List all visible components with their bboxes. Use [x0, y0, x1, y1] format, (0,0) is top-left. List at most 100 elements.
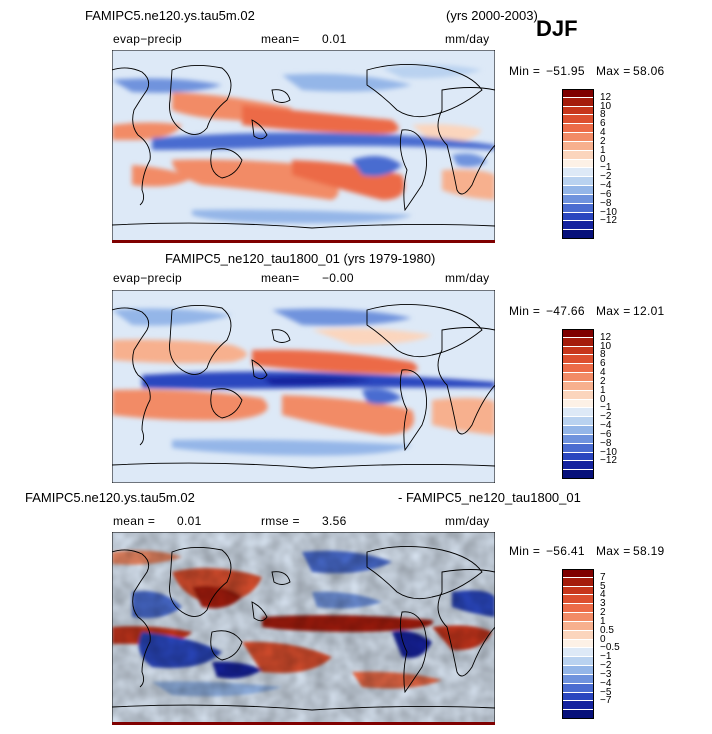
bottom-panel-title-right: - FAMIPC5_ne120_tau1800_01: [398, 490, 581, 505]
colorbar-swatch: [562, 212, 594, 222]
colorbar-label: 8: [600, 109, 606, 121]
top-map: [112, 50, 495, 243]
colorbar-label: −2: [600, 171, 612, 183]
top-min-value: −51.95: [546, 64, 585, 78]
colorbar-frame: [562, 89, 594, 239]
top-panel-title: FAMIPC5.ne120.ys.tau5m.02: [85, 8, 255, 23]
colorbar-label: 2: [600, 607, 606, 619]
middle-min-label: Min =: [509, 304, 541, 318]
colorbar-label: 1: [600, 384, 606, 396]
colorbar-label: −8: [600, 437, 612, 449]
colorbar-label: −4: [600, 677, 612, 689]
top-panel-years: (yrs 2000-2003): [446, 8, 538, 23]
colorbar-label: 3: [600, 598, 606, 610]
top-variable-label: evap−precip: [113, 32, 183, 46]
colorbar-swatch: [562, 381, 594, 391]
colorbar-label: −6: [600, 188, 612, 200]
colorbar-swatch: [562, 683, 594, 693]
colorbar-swatch: [562, 355, 594, 365]
top-colorbar: 12 10 8 6 4 2 1 0 −1 −2 −4 −6 −8 −10 −12: [562, 89, 622, 239]
colorbar-swatch: [562, 426, 594, 435]
colorbar-swatch: [562, 595, 594, 605]
colorbar-label: 10: [600, 100, 612, 112]
colorbar-label: −1: [600, 651, 612, 663]
colorbar-swatch: [562, 666, 594, 675]
colorbar-label: −12: [600, 215, 617, 227]
colorbar-label: 4: [600, 367, 606, 379]
colorbar-label: −3: [600, 668, 612, 680]
colorbar-label: −4: [600, 420, 612, 432]
bottom-rmse-label: rmse =: [261, 514, 300, 528]
colorbar-swatch: [562, 674, 594, 684]
colorbar-label: −6: [600, 428, 612, 440]
colorbar-swatch: [562, 586, 594, 596]
colorbar-swatch: [562, 604, 594, 614]
colorbar-label: 5: [600, 580, 606, 592]
middle-colorbar: 12 10 8 6 4 2 1 0 −1 −2 −4 −6 −8 −10 −12: [562, 329, 622, 479]
colorbar-swatch: [562, 141, 594, 151]
colorbar-swatch: [562, 177, 594, 187]
colorbar-label: 6: [600, 118, 606, 130]
colorbar-swatch: [562, 159, 594, 169]
middle-units: mm/day: [445, 271, 490, 285]
top-min-label: Min =: [509, 64, 541, 78]
colorbar-swatch: [562, 701, 594, 711]
colorbar-swatch: [562, 657, 594, 667]
colorbar-swatch: [562, 390, 594, 400]
colorbar-label: 1: [600, 615, 606, 627]
bottom-mean-value: 0.01: [177, 514, 202, 528]
colorbar-label: −4: [600, 180, 612, 192]
colorbar-swatch: [562, 399, 594, 409]
colorbar-label: 6: [600, 358, 606, 370]
colorbar-swatch: [562, 115, 594, 125]
colorbar-swatch: [562, 648, 594, 658]
colorbar-swatch: [562, 408, 594, 418]
colorbar-label: 4: [600, 127, 606, 139]
bottom-max-value: 58.19: [633, 544, 665, 558]
top-units: mm/day: [445, 32, 490, 46]
colorbar-swatch: [562, 692, 594, 702]
middle-min-value: −47.66: [546, 304, 585, 318]
bottom-map: [112, 532, 495, 725]
colorbar-label: 0.5: [600, 624, 614, 636]
bottom-min-value: −56.41: [546, 544, 585, 558]
colorbar-swatch: [562, 186, 594, 195]
colorbar-swatch: [562, 329, 594, 338]
colorbar-swatch: [562, 417, 594, 427]
bottom-max-label: Max =: [596, 544, 631, 558]
colorbar-swatch: [562, 373, 594, 382]
colorbar-label: −10: [600, 206, 617, 218]
colorbar-label: 4: [600, 589, 606, 601]
colorbar-swatch: [562, 194, 594, 204]
colorbar-label: −0.5: [600, 642, 620, 654]
colorbar-swatch: [562, 364, 594, 374]
colorbar-label: 12: [600, 331, 612, 343]
middle-map: [112, 290, 495, 483]
colorbar-frame: [562, 569, 594, 719]
colorbar-swatch: [562, 577, 594, 587]
middle-variable-label: evap−precip: [113, 271, 183, 285]
colorbar-swatch: [562, 613, 594, 622]
colorbar-label: −1: [600, 402, 612, 414]
middle-max-label: Max =: [596, 304, 631, 318]
bottom-panel-title-left: FAMIPC5.ne120.ys.tau5m.02: [25, 490, 195, 505]
bottom-min-label: Min =: [509, 544, 541, 558]
colorbar-swatch: [562, 569, 594, 578]
top-max-value: 58.06: [633, 64, 665, 78]
colorbar-frame: [562, 329, 594, 479]
colorbar-swatch: [562, 639, 594, 649]
colorbar-swatch: [562, 221, 594, 231]
middle-mean-label: mean=: [261, 271, 300, 285]
colorbar-swatch: [562, 89, 594, 98]
bottom-units: mm/day: [445, 514, 490, 528]
colorbar-label: −8: [600, 197, 612, 209]
colorbar-label: 2: [600, 135, 606, 147]
colorbar-label: −2: [600, 411, 612, 423]
colorbar-swatch: [562, 133, 594, 142]
colorbar-swatch: [562, 630, 594, 640]
colorbar-label: −1: [600, 162, 612, 174]
colorbar-swatch: [562, 461, 594, 471]
top-mean-value: 0.01: [322, 32, 347, 46]
colorbar-swatch: [562, 443, 594, 453]
colorbar-label: 0: [600, 153, 606, 165]
